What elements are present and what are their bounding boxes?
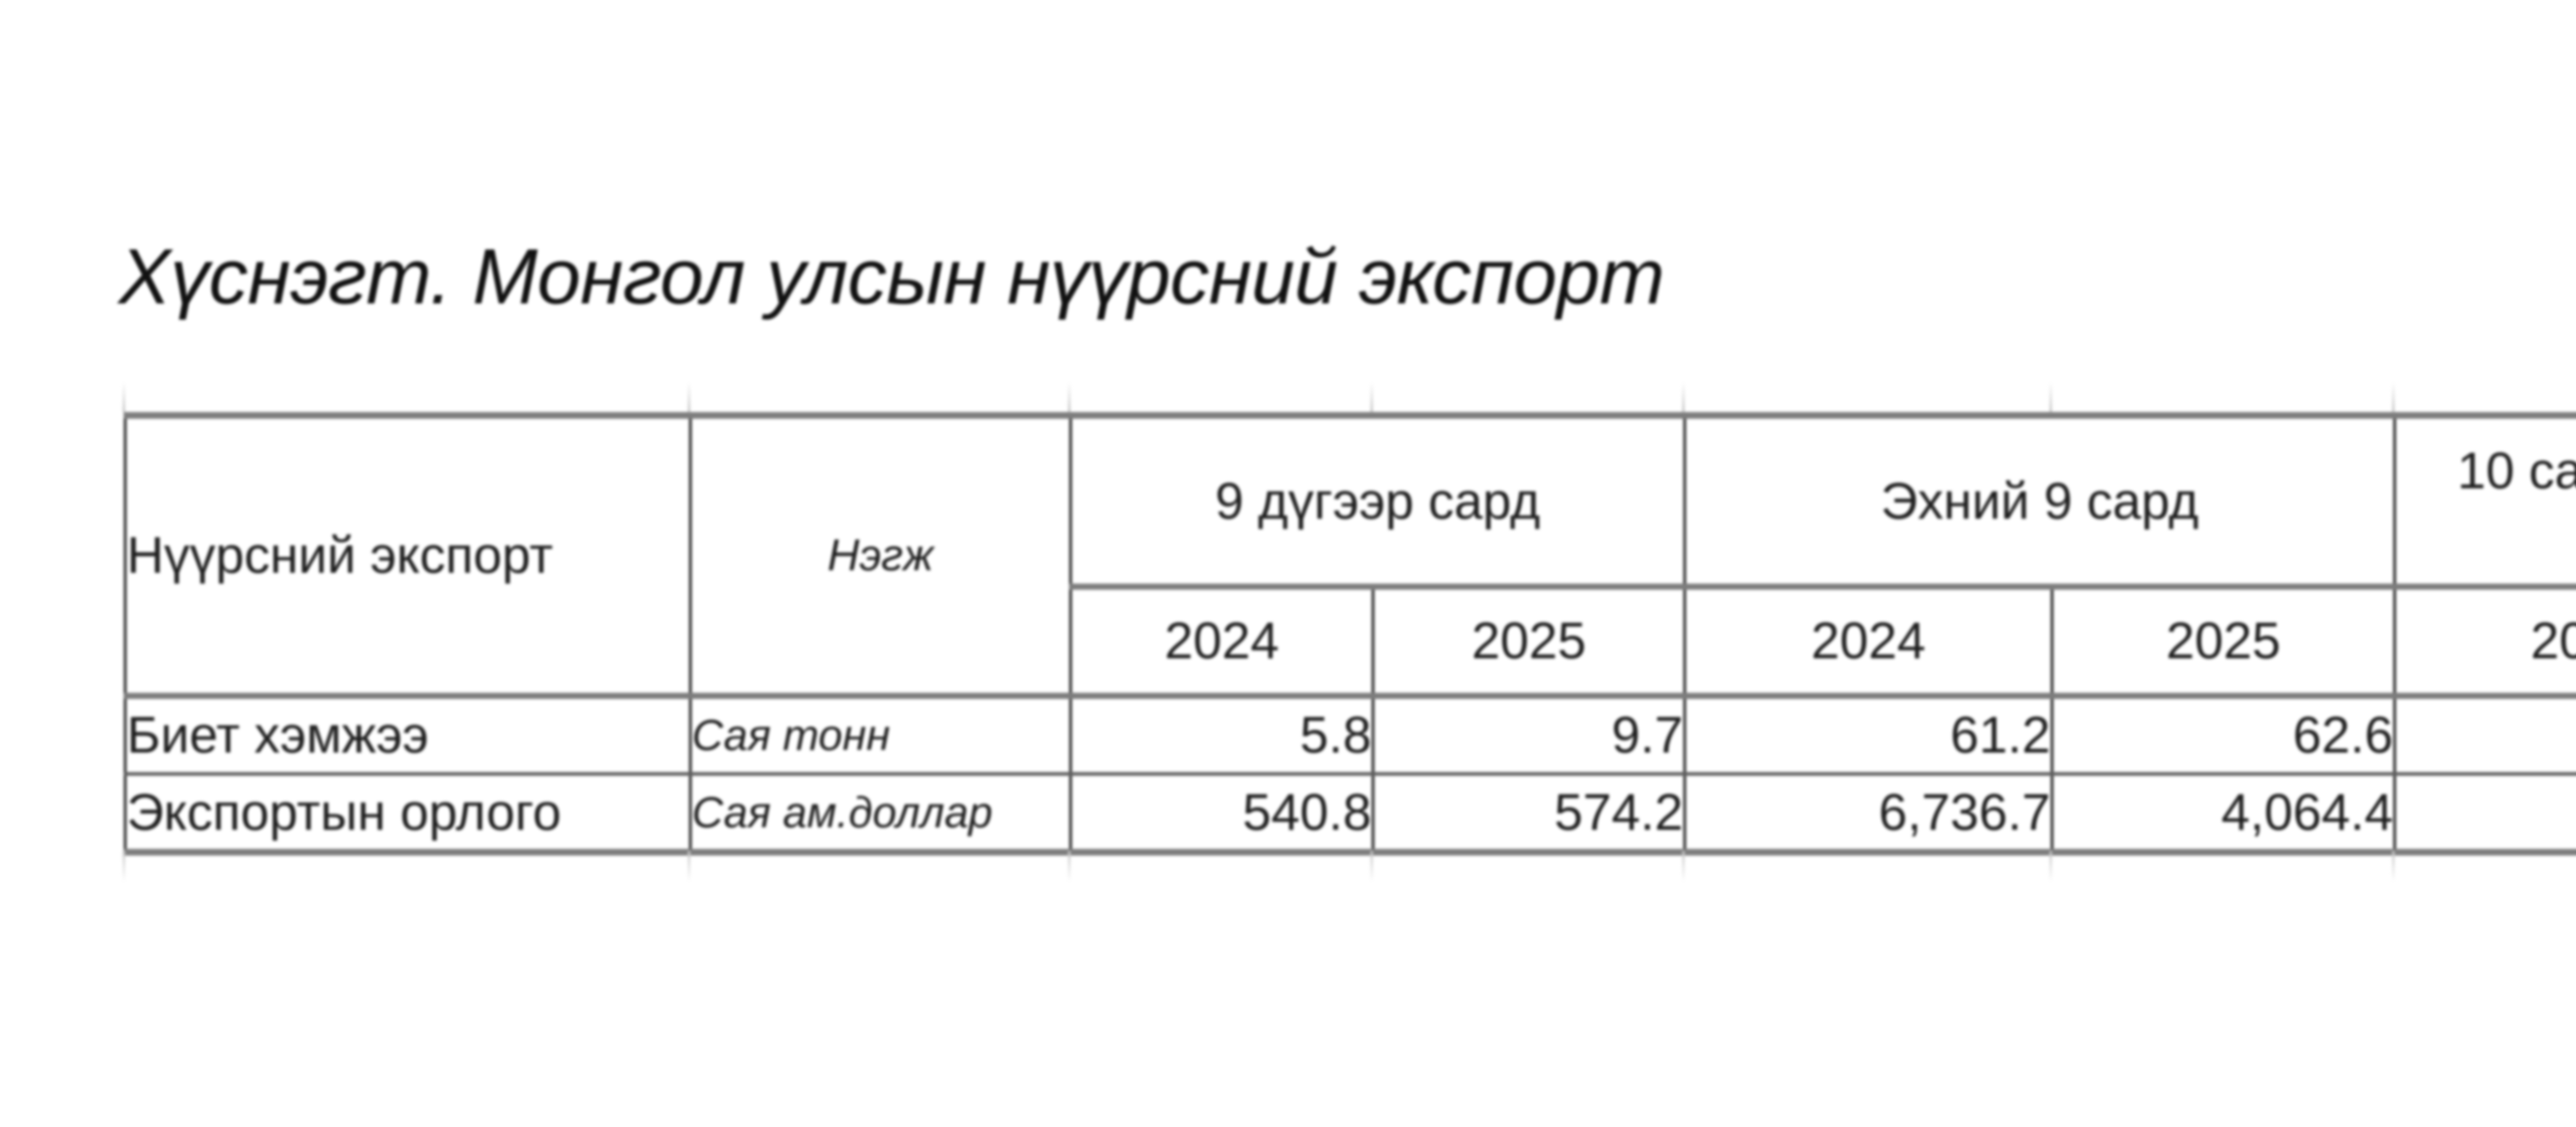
header-group-september: 9 дүгээр сард [1069, 415, 1686, 590]
value-cell: 61.2 [1683, 695, 2054, 774]
gridline-stub [2049, 382, 2052, 412]
year-cell: 2025 [2050, 586, 2397, 699]
table-row: Биет хэмжээ Сая тонн 5.8 9.7 61.2 62.6 6… [124, 695, 2576, 774]
value-cell: 7,314.0 [2393, 772, 2576, 852]
year-cell: 2024 [2393, 586, 2576, 699]
table-caption: Хүснэгт. Монгол улсын нүүрсний экспорт [118, 233, 1665, 320]
year-cell: 2024 [1069, 586, 1375, 699]
header-unit: Нэгж [689, 415, 1072, 699]
year-cell: 2025 [1371, 586, 1686, 699]
gridline-stub [1682, 851, 1685, 882]
unit-cell: Сая ам.доллар [689, 772, 1072, 852]
value-cell: 4,064.4 [2050, 772, 2397, 852]
row-label: Экспортын орлого [124, 772, 692, 852]
value-cell: 574.2 [1371, 772, 1686, 852]
value-cell: 5.8 [1069, 695, 1375, 774]
unit-cell: Сая тонн [689, 695, 1072, 774]
value-cell: 9.7 [1371, 695, 1686, 774]
gridline-stub [123, 851, 125, 882]
gridline-stub [688, 851, 690, 882]
value-cell: 540.8 [1069, 772, 1375, 852]
header-coal-export: Нүүрсний экспорт [124, 415, 692, 699]
value-cell: 67.4 [2393, 695, 2576, 774]
gridline-stub [2392, 382, 2395, 412]
year-cell: 2024 [1683, 586, 2054, 699]
gridline-stub [2049, 851, 2052, 882]
gridline-stub [1068, 851, 1071, 882]
gridline-stub [2392, 851, 2395, 882]
gridline-stub [688, 382, 690, 412]
gridline-stub [1370, 851, 1373, 882]
gridline-stub [1068, 382, 1071, 412]
value-cell: 6,736.7 [1683, 772, 2054, 852]
header-group-as-of-oct-28: 10 сарын 28-ны байдлаар, өссөн дүнгээр [2393, 415, 2576, 590]
row-label: Биет хэмжээ [124, 695, 692, 774]
gridline-stub [1370, 382, 1373, 412]
table-row: Экспортын орлого Сая ам.доллар 540.8 574… [124, 772, 2576, 852]
header-group-first-9-months: Эхний 9 сард [1683, 415, 2397, 590]
coal-export-table: Нүүрсний экспорт Нэгж 9 дүгээр сард Эхни… [124, 412, 2576, 856]
gridline-stub [1682, 382, 1685, 412]
value-cell: 62.6 [2050, 695, 2397, 774]
gridline-stub [123, 382, 125, 412]
